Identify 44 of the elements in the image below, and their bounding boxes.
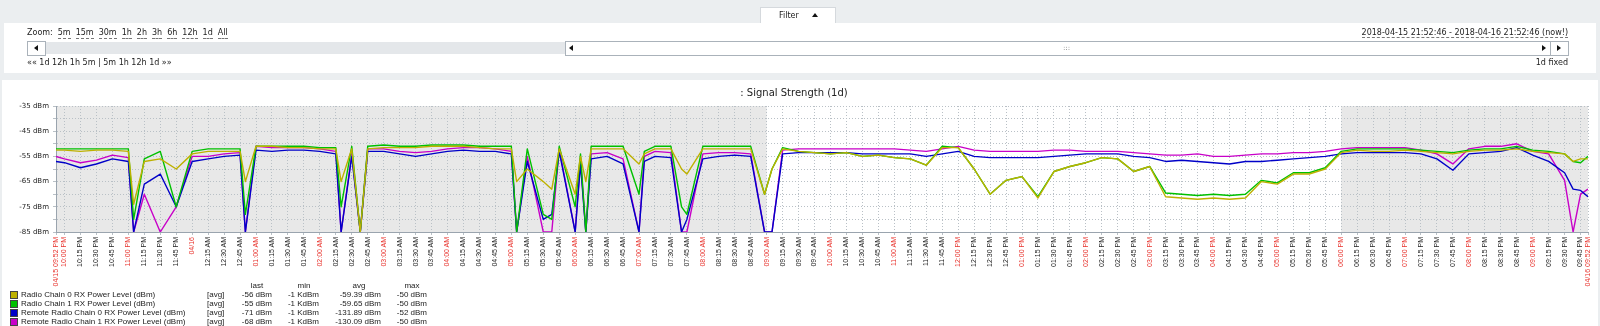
text: [avg] xyxy=(207,299,225,308)
text: -50 dBm xyxy=(396,299,427,308)
text: Zoom: xyxy=(27,28,53,39)
legend-label: Remote Radio Chain 1 RX Power Level (dBm) xyxy=(21,317,186,326)
text: -131.89 dBm xyxy=(335,308,381,317)
text: min xyxy=(296,281,312,290)
text: 12h xyxy=(182,28,198,39)
text: All xyxy=(217,28,228,39)
text: -59.39 dBm xyxy=(339,290,381,299)
text: 30m xyxy=(98,28,117,39)
text: -1 KdBm xyxy=(287,290,319,299)
text: -1 KdBm xyxy=(287,308,319,317)
text: 1h xyxy=(121,28,132,39)
text: 6h xyxy=(167,28,178,39)
text: -68 dBm xyxy=(241,317,272,326)
text: -56 dBm xyxy=(241,290,272,299)
text: 2h xyxy=(136,28,147,39)
text: «« 1d 12h 1h 5m | 5m 1h 12h 1d »» xyxy=(27,58,172,67)
text: -71 dBm xyxy=(241,308,272,317)
text: -55 dBm xyxy=(241,299,272,308)
text: 1d xyxy=(202,28,213,39)
text: -1 KdBm xyxy=(287,299,319,308)
text: 1d fixed xyxy=(1535,58,1568,67)
text: avg xyxy=(351,281,367,290)
text: 2018-04-15 21:52:46 - 2018-04-16 21:52:46 (now!) xyxy=(1361,28,1568,38)
text: [avg] xyxy=(207,317,225,326)
text: last xyxy=(249,281,265,290)
text: Filter xyxy=(779,11,799,20)
text: -59.65 dBm xyxy=(339,299,381,308)
text: -130.09 dBm xyxy=(335,317,381,326)
text: 5m xyxy=(57,28,71,39)
legend-label: Radio Chain 1 RX Power Level (dBm) xyxy=(21,299,156,308)
legend-label: Radio Chain 0 RX Power Level (dBm) xyxy=(21,290,156,299)
text: -1 KdBm xyxy=(287,317,319,326)
text: 15m xyxy=(75,28,94,39)
text: -50 dBm xyxy=(396,317,427,326)
text: -50 dBm xyxy=(396,290,427,299)
text: max xyxy=(403,281,421,290)
text: -52 dBm xyxy=(396,308,427,317)
text: 3h xyxy=(151,28,163,39)
text: [avg] xyxy=(207,290,225,299)
text: [avg] xyxy=(207,308,225,317)
chart-title: : Signal Strength (1d) xyxy=(740,86,848,98)
legend-label: Remote Radio Chain 0 RX Power Level (dBm) xyxy=(21,308,186,317)
